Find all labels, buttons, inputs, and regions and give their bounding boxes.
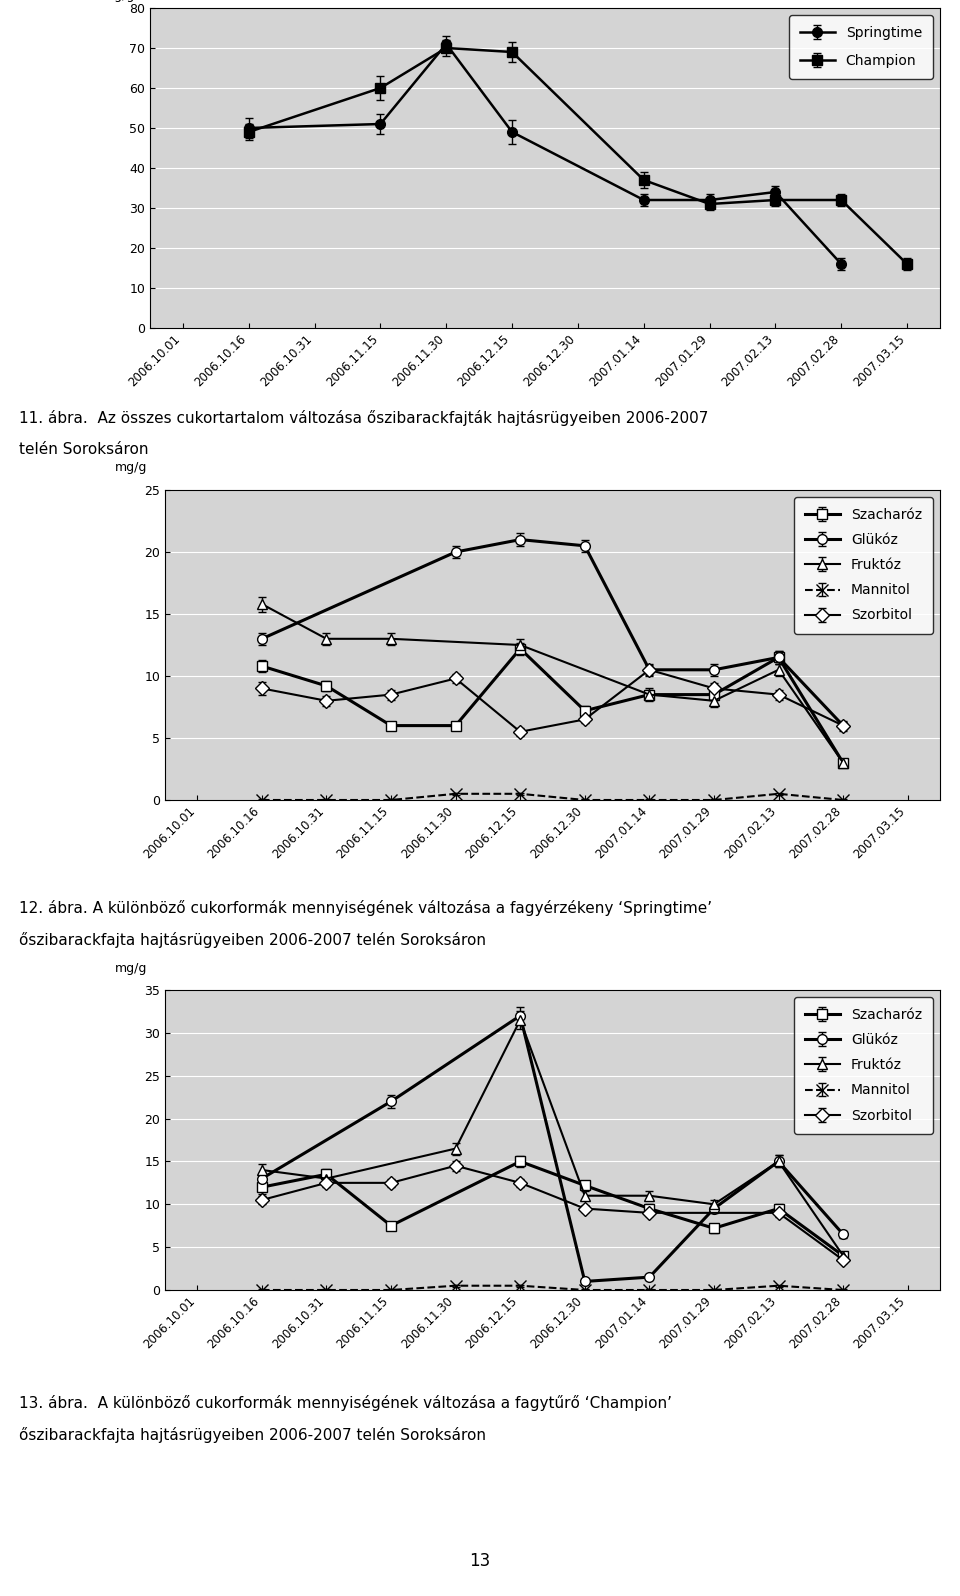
Text: telén Soroksáron: telén Soroksáron <box>19 442 149 456</box>
Text: mg/g: mg/g <box>103 0 135 2</box>
Text: 11. ábra.  Az összes cukortartalom változása őszibarackfajták hajtásrügyeiben 20: 11. ábra. Az összes cukortartalom változ… <box>19 410 708 426</box>
Legend: Szacharóz, Glükóz, Fruktóz, Mannitol, Szorbitol: Szacharóz, Glükóz, Fruktóz, Mannitol, Sz… <box>794 496 933 634</box>
Text: mg/g: mg/g <box>114 461 147 474</box>
Legend: Springtime, Champion: Springtime, Champion <box>789 14 933 80</box>
Text: 12. ábra. A különböző cukorformák mennyiségének változása a fagyérzékeny ‘Spring: 12. ábra. A különböző cukorformák mennyi… <box>19 900 712 916</box>
Text: 13. ábra.  A különböző cukorformák mennyiségének változása a fagytűrő ‘Champion’: 13. ábra. A különböző cukorformák mennyi… <box>19 1395 672 1411</box>
Text: mg/g: mg/g <box>114 962 147 975</box>
Text: őszibarackfajta hajtásrügyeiben 2006-2007 telén Soroksáron: őszibarackfajta hajtásrügyeiben 2006-200… <box>19 932 486 948</box>
Text: őszibarackfajta hajtásrügyeiben 2006-2007 telén Soroksáron: őszibarackfajta hajtásrügyeiben 2006-200… <box>19 1427 486 1443</box>
Legend: Szacharóz, Glükóz, Fruktóz, Mannitol, Szorbitol: Szacharóz, Glükóz, Fruktóz, Mannitol, Sz… <box>794 998 933 1133</box>
Text: 13: 13 <box>469 1551 491 1570</box>
